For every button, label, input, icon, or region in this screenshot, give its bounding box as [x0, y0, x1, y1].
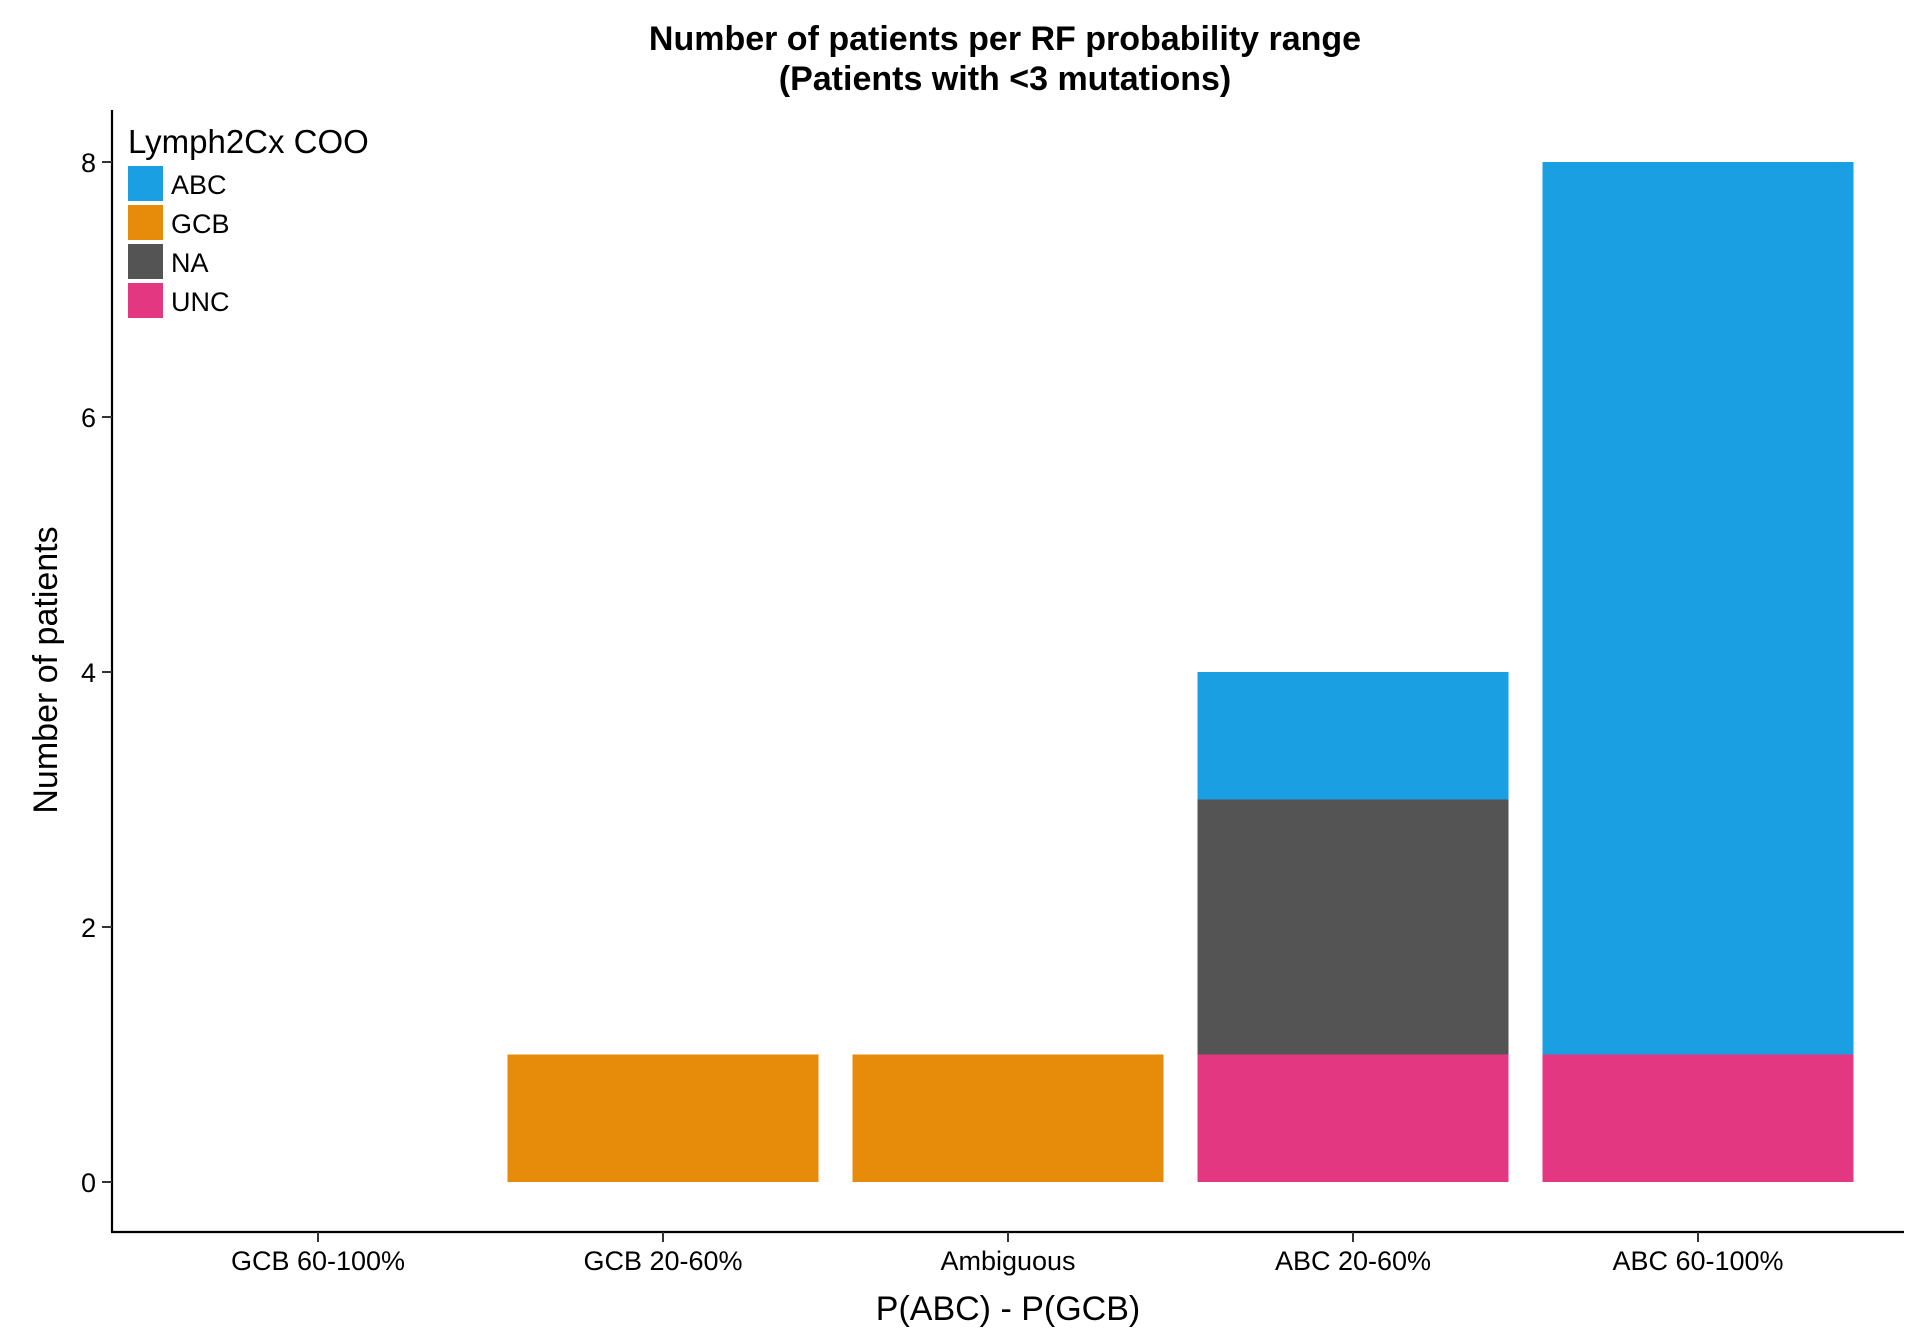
- x-tick-label: ABC 60-100%: [1612, 1246, 1783, 1276]
- bar-na-3: [1197, 799, 1509, 1055]
- x-tick-label: GCB 20-60%: [583, 1246, 742, 1276]
- bar-gcb-2: [852, 1054, 1164, 1182]
- bar-unc-3: [1197, 1054, 1509, 1182]
- y-tick-label: 8: [81, 148, 96, 178]
- legend-label-abc: ABC: [171, 170, 227, 200]
- legend-swatch-gcb: [128, 205, 163, 240]
- plot-area: [507, 162, 1854, 1182]
- x-tick-label: Ambiguous: [940, 1246, 1075, 1276]
- x-tick-label: ABC 20-60%: [1275, 1246, 1431, 1276]
- chart-subtitle: (Patients with <3 mutations): [779, 60, 1231, 98]
- x-tick-label: GCB 60-100%: [231, 1246, 405, 1276]
- y-axis-label: Number of patients: [27, 526, 65, 813]
- bar-gcb-1: [507, 1054, 819, 1182]
- legend-swatch-na: [128, 244, 163, 279]
- y-tick-label: 4: [81, 658, 96, 688]
- legend-swatch-abc: [128, 166, 163, 201]
- chart-title: Number of patients per RF probability ra…: [649, 20, 1361, 58]
- x-axis-ticks: GCB 60-100% GCB 20-60% Ambiguous ABC 20-60%…: [231, 1232, 1784, 1276]
- legend-swatch-unc: [128, 283, 163, 318]
- y-tick-label: 2: [81, 913, 96, 943]
- y-axis-ticks: 0 2 4 6 8: [81, 148, 112, 1198]
- legend-label-gcb: GCB: [171, 209, 230, 239]
- legend-label-unc: UNC: [171, 287, 230, 317]
- y-tick-label: 6: [81, 403, 96, 433]
- x-axis-label: P(ABC) - P(GCB): [876, 1290, 1140, 1328]
- bar-abc-3: [1197, 672, 1509, 800]
- bar-abc-4: [1542, 162, 1854, 1055]
- legend-items: ABC GCB NA UNC: [128, 166, 230, 318]
- bar-unc-4: [1542, 1054, 1854, 1182]
- legend-label-na: NA: [171, 248, 209, 278]
- legend: Lymph2Cx COO ABC GCB NA UNC: [128, 123, 369, 318]
- legend-title: Lymph2Cx COO: [128, 123, 369, 160]
- y-tick-label: 0: [81, 1168, 96, 1198]
